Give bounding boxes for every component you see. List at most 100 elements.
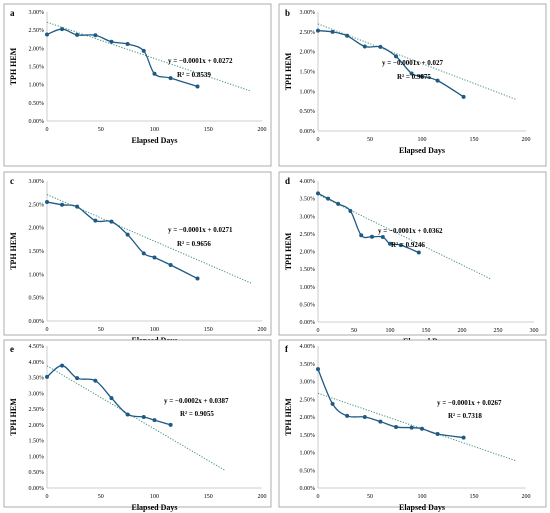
data-point: [195, 276, 200, 281]
y-tick-label: 3.50%: [300, 197, 316, 203]
series-line: [317, 368, 464, 439]
data-point: [362, 44, 367, 49]
x-tick-label: 150: [470, 137, 479, 143]
data-point: [316, 367, 320, 372]
x-axis-title: Elapsed Days: [399, 146, 445, 155]
y-axis-title: TPH HEM: [284, 52, 293, 90]
panel-f: 0.00% 0.50% 1.00% 1.50% 2.00% 2.50% 3.00% 3.50%…: [278, 339, 547, 512]
y-axis-title: TPH HEM: [9, 47, 18, 85]
y-tick-label: 0.00%: [300, 320, 316, 326]
x-tick-label: 50: [351, 328, 357, 334]
data-point: [45, 374, 49, 379]
data-point: [125, 412, 130, 417]
x-tick-label: 200: [258, 494, 267, 500]
x-axis-title: Elapsed Days: [399, 503, 445, 512]
x-tick-label: 100: [418, 137, 427, 143]
data-point: [409, 425, 414, 430]
y-tick-label: 2.50%: [300, 30, 316, 36]
y-tick-label: 3.00%: [300, 214, 316, 220]
data-point: [60, 202, 65, 207]
y-tick-label: 2.00%: [300, 415, 316, 421]
data-point: [398, 243, 403, 248]
trendline: [46, 21, 252, 92]
y-tick-label: 0.50%: [300, 109, 316, 115]
y-tick-label: 4.50%: [29, 344, 45, 350]
y-tick-label: 2.50%: [29, 407, 45, 413]
x-tick-label: 250: [494, 328, 503, 334]
data-point: [370, 234, 374, 239]
trendline-equation: y = −0.0001x + 0.027: [382, 59, 443, 67]
data-point: [45, 200, 49, 204]
trendline-equation: y = −0.0001x + 0.0272: [168, 57, 233, 65]
data-point: [330, 29, 335, 34]
x-tick-label: 0: [317, 328, 320, 334]
y-tick-label: 2.50%: [300, 397, 316, 403]
panel-border: [3, 339, 272, 508]
x-tick-label: 200: [522, 137, 531, 143]
y-tick-label: 3.00%: [29, 391, 45, 397]
y-tick-label: 4.00%: [300, 179, 316, 185]
data-point: [316, 28, 320, 33]
y-tick-label: 2.00%: [300, 50, 316, 56]
data-point: [380, 235, 385, 240]
series-line: [317, 29, 464, 98]
panel-letter: c: [10, 176, 14, 186]
data-point: [345, 413, 350, 418]
x-tick-label: 100: [418, 494, 427, 500]
data-point: [75, 32, 80, 37]
data-point: [420, 426, 424, 431]
y-axis-title: TPH HEM: [284, 398, 293, 436]
y-tick-label: 0.50%: [300, 468, 316, 474]
x-tick-label: 300: [530, 328, 539, 334]
x-tick-label: 100: [150, 127, 159, 133]
x-tick-label: 100: [150, 327, 159, 333]
y-tick-label: 0.50%: [29, 101, 45, 107]
x-tick-label: 200: [458, 328, 467, 334]
data-point: [326, 196, 331, 201]
y-tick-label: 0.50%: [29, 296, 45, 302]
r-squared-label: R² = 0.8539: [177, 71, 211, 79]
y-tick-label: 2.50%: [300, 232, 316, 238]
panel-letter: b: [285, 8, 290, 18]
data-point: [93, 378, 98, 383]
data-point: [45, 32, 49, 37]
y-tick-label: 2.00%: [29, 226, 45, 232]
data-point: [152, 418, 157, 423]
x-tick-label: 0: [46, 127, 49, 133]
x-tick-label: 0: [317, 494, 320, 500]
y-tick-label: 1.50%: [300, 267, 316, 273]
y-tick-label: 1.50%: [29, 65, 45, 71]
data-point: [93, 218, 98, 223]
x-tick-label: 150: [204, 127, 213, 133]
data-point: [409, 71, 414, 76]
y-tick-label: 0.50%: [29, 470, 45, 476]
x-tick-label: 100: [150, 494, 159, 500]
r-squared-label: R² = 0.9675: [397, 73, 431, 81]
panel-letter: e: [10, 344, 14, 354]
data-point: [168, 422, 173, 427]
data-point: [435, 432, 440, 437]
y-tick-label: 4.00%: [300, 344, 316, 350]
x-tick-label: 200: [258, 327, 267, 333]
x-tick-label: 100: [386, 328, 395, 334]
panel-a: 0.00% 0.50% 1.00% 1.50% 2.00% 2.50% 3.00% 0 50 10…: [3, 3, 272, 167]
data-point: [378, 419, 383, 424]
data-point: [316, 191, 320, 196]
y-tick-label: 1.50%: [29, 439, 45, 445]
y-tick-label: 3.50%: [29, 376, 45, 382]
data-point: [141, 48, 146, 53]
y-tick-label: 0.00%: [300, 129, 316, 135]
panel-e: 0.00% 0.50% 1.00% 1.50% 2.00% 2.50% 3.00% 3.50%…: [3, 339, 272, 512]
y-axis-title: TPH HEM: [9, 232, 18, 270]
panel-letter: a: [10, 8, 15, 18]
panel-d: 0.00% 0.50% 1.00% 1.50% 2.00% 2.50% 3.00% 3.50%…: [278, 171, 547, 346]
trendline-equation: y = −0.0001x + 0.0267: [437, 399, 502, 407]
y-tick-label: 1.00%: [300, 451, 316, 457]
r-squared-label: R² = 0.9246: [391, 241, 425, 249]
data-point: [125, 41, 130, 46]
y-tick-label: 3.00%: [29, 179, 45, 185]
x-tick-label: 150: [470, 494, 479, 500]
x-tick-label: 0: [46, 327, 49, 333]
data-point: [348, 208, 353, 213]
